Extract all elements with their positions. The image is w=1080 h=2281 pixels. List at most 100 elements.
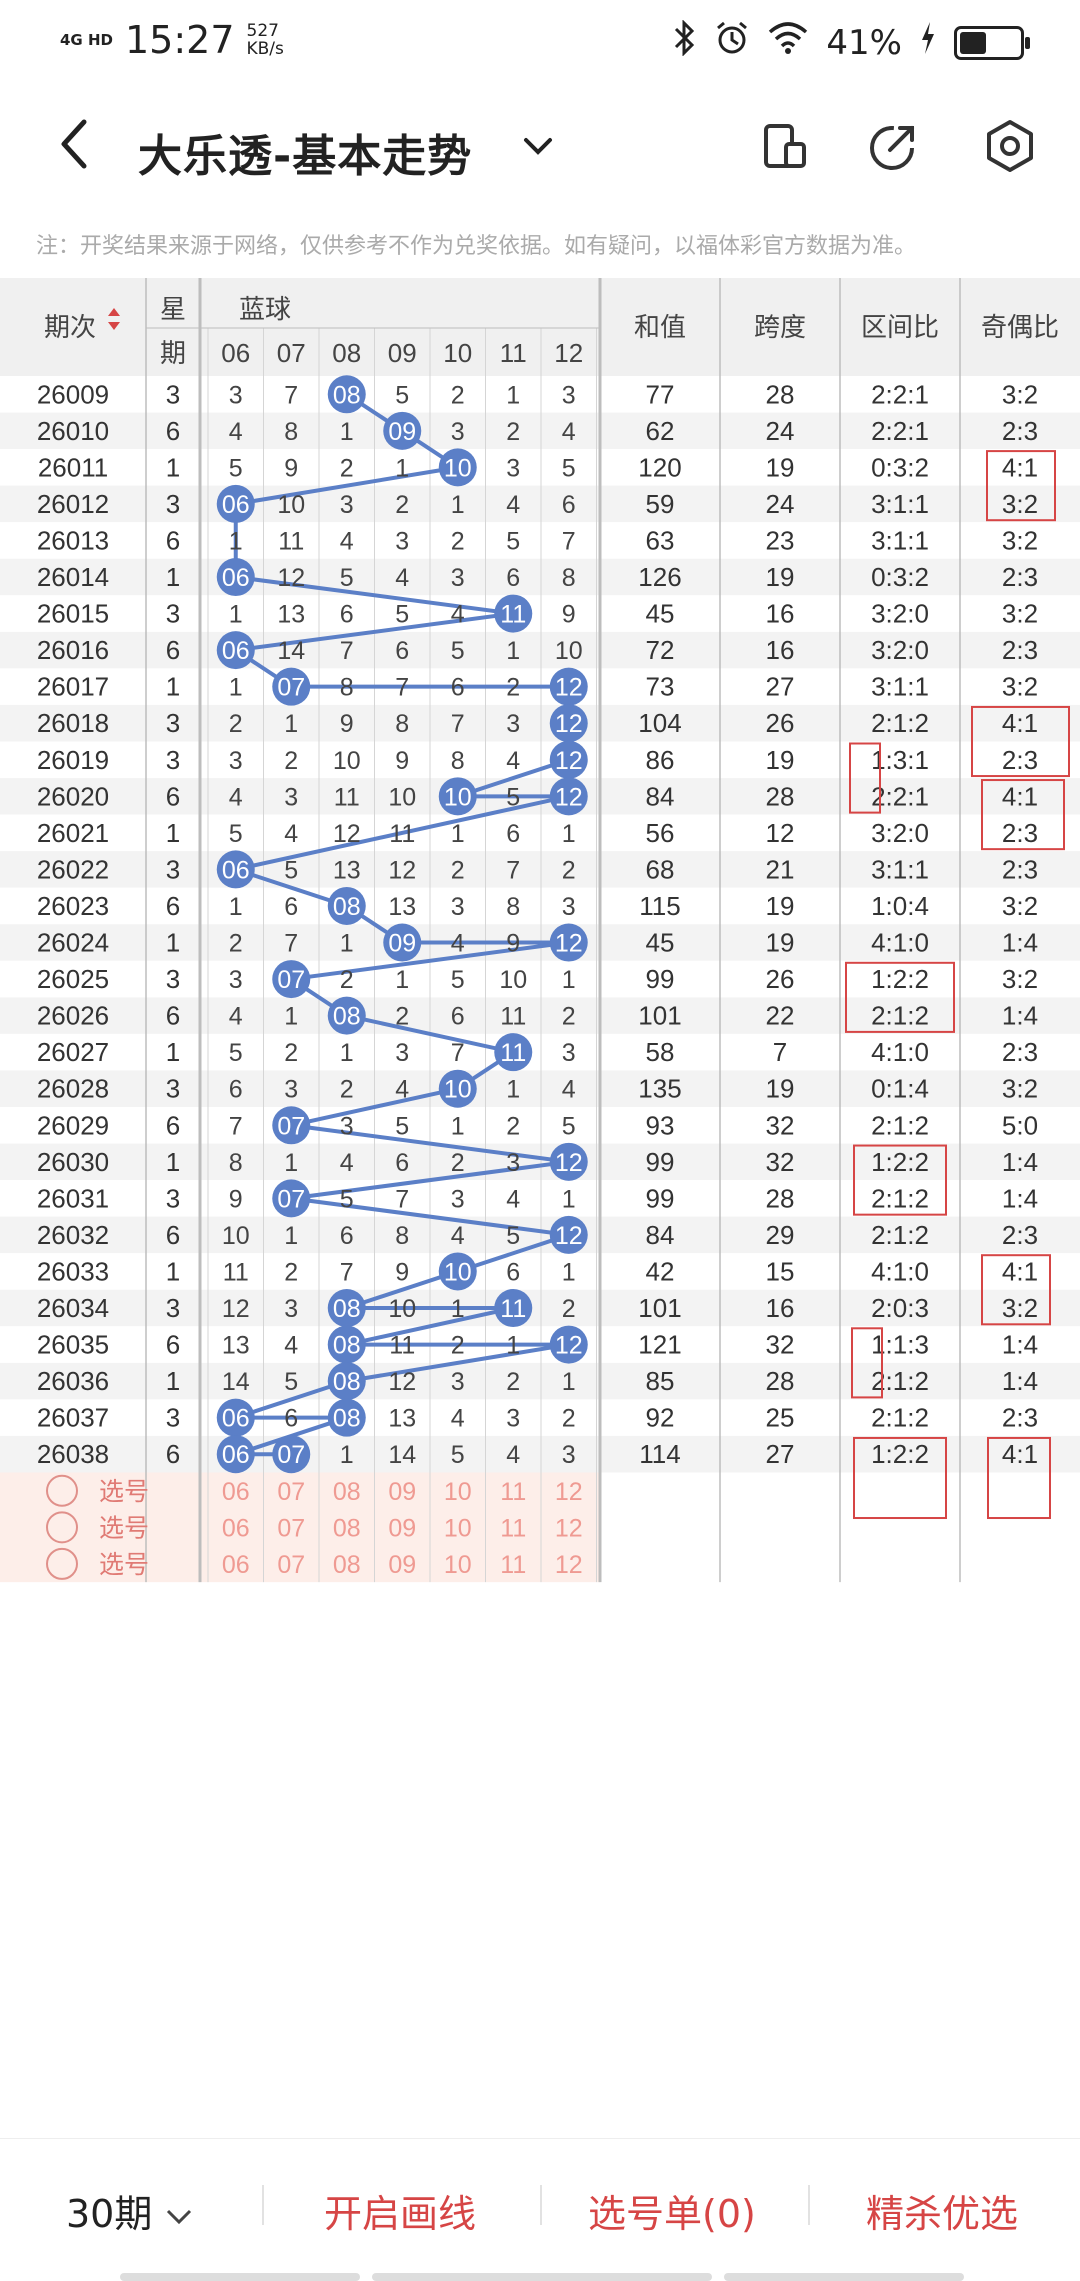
miss-count-cell: 11	[278, 527, 304, 555]
zone-ratio-cell: 3:1:1	[871, 489, 929, 519]
week-cell: 6	[166, 781, 180, 811]
annotation-box	[853, 1144, 947, 1216]
miss-count-cell: 7	[395, 1185, 409, 1213]
sum-cell: 99	[646, 1183, 675, 1213]
issue-cell: 26011	[38, 452, 108, 482]
odd-even-cell: 5:0	[1002, 1110, 1038, 1140]
miss-count-cell: 7	[562, 527, 576, 555]
elite-pick-button[interactable]: 精杀优选	[866, 2192, 1019, 2236]
trend-line-segment	[455, 757, 571, 799]
miss-count-cell: 5	[340, 564, 354, 592]
miss-count-cell: 5	[451, 1441, 465, 1469]
blue-ball-hit	[327, 1325, 366, 1364]
zone-ratio-cell: 4:1:0	[871, 928, 929, 958]
zone-ratio-cell: 2:2:1	[871, 379, 929, 409]
miss-count-cell: 12	[277, 564, 305, 592]
select-ball: 12	[555, 1478, 583, 1506]
blue-ball-header: 蓝球	[239, 294, 291, 324]
blue-ball-hit	[549, 1325, 588, 1364]
zone-ratio-cell: 4:1:0	[871, 1037, 929, 1067]
span-cell: 19	[766, 745, 795, 775]
period-selector[interactable]: 30期	[66, 2183, 194, 2238]
miss-count-cell: 5	[506, 783, 520, 811]
miss-count-cell: 1	[284, 1149, 298, 1177]
zone-ratio-cell: 4:1:0	[871, 1256, 929, 1286]
pick-list-button[interactable]: 选号单(0)	[588, 2192, 756, 2236]
miss-count-cell: 10	[555, 637, 583, 665]
issue-cell: 26022	[37, 854, 109, 884]
select-ball: 10	[444, 1514, 472, 1542]
chevron-down-icon[interactable]	[518, 126, 558, 166]
miss-count-cell: 8	[451, 747, 465, 775]
sum-cell: 45	[646, 928, 675, 958]
bottom-bar: 30期 开启画线 选号单(0) 精杀优选	[0, 2138, 1080, 2281]
back-arrow-icon[interactable]	[48, 114, 108, 174]
week-cell: 1	[166, 672, 180, 702]
share-icon[interactable]	[866, 118, 922, 174]
table-row	[0, 997, 1080, 1034]
week-cell: 1	[166, 452, 180, 482]
blue-ball-number: 12	[555, 1149, 583, 1177]
annotation-box	[987, 1436, 1051, 1520]
table-row	[0, 814, 1080, 852]
blue-ball-hit	[549, 667, 588, 706]
select-ball: 08	[333, 1478, 361, 1506]
issue-cell: 26020	[37, 781, 109, 811]
miss-count-cell: 4	[506, 1185, 520, 1213]
blue-ball-number: 11	[500, 1295, 526, 1323]
status-bar: 4G HD 15:27 527 KB/s 41%	[0, 0, 1080, 82]
week-cell: 6	[166, 1330, 180, 1360]
zone-ratio-cell: 2:1:2	[871, 1366, 929, 1396]
odd-even-cell: 4:1	[1002, 1439, 1038, 1469]
blue-ball-hit	[216, 558, 255, 597]
table-row	[0, 595, 1080, 632]
week-cell: 6	[166, 416, 180, 446]
miss-count-cell: 3	[451, 564, 465, 592]
miss-count-cell: 3	[451, 1185, 465, 1213]
draw-line-button[interactable]: 开启画线	[324, 2192, 477, 2236]
issue-cell: 26028	[37, 1074, 109, 1104]
blue-ball-number: 12	[555, 674, 583, 702]
miss-count-cell: 2	[395, 1003, 409, 1031]
miss-count-cell: 7	[284, 381, 298, 409]
miss-count-cell: 7	[284, 930, 298, 958]
span-cell: 19	[766, 452, 795, 482]
issue-cell: 26036	[37, 1366, 109, 1396]
table-row	[0, 558, 1080, 596]
miss-count-cell: 3	[562, 381, 576, 409]
network-speed: 527 KB/s	[246, 21, 284, 59]
miss-count-cell: 1	[506, 637, 520, 665]
device-icon[interactable]	[756, 118, 812, 174]
week-cell: 1	[166, 818, 180, 848]
miss-count-cell: 4	[284, 1332, 298, 1360]
issue-cell: 26017	[37, 672, 109, 702]
sum-cell: 86	[646, 745, 675, 775]
issue-cell: 26037	[37, 1403, 109, 1433]
blue-ball-number: 07	[277, 966, 305, 994]
miss-count-cell: 4	[340, 527, 354, 555]
page-title[interactable]: 大乐透-基本走势	[138, 131, 473, 182]
issue-cell: 26032	[37, 1220, 109, 1250]
trend-line-segment	[344, 1306, 516, 1347]
blue-ball-hit	[494, 1289, 533, 1328]
issue-cell: 26029	[37, 1110, 109, 1140]
span-cell: 24	[766, 489, 795, 519]
issue-cell: 26034	[37, 1293, 109, 1323]
week-cell: 6	[166, 891, 180, 921]
miss-count-cell: 1	[562, 1185, 576, 1213]
select-ball: 12	[555, 1551, 583, 1579]
odd-even-cell: 2:3	[1002, 854, 1038, 884]
select-radio	[46, 1547, 78, 1580]
miss-count-cell: 3	[562, 1039, 576, 1067]
miss-count-cell: 4	[506, 747, 520, 775]
sum-cell: 63	[646, 525, 675, 555]
settings-icon[interactable]	[982, 118, 1038, 174]
miss-count-cell: 6	[451, 1003, 465, 1031]
odd-even-cell: 4:1	[1002, 452, 1038, 482]
miss-count-cell: 6	[229, 1076, 243, 1104]
miss-count-cell: 6	[395, 637, 409, 665]
select-label: 选号	[99, 1514, 149, 1542]
blue-ball-hit	[327, 1289, 366, 1328]
miss-count-cell: 8	[229, 1149, 243, 1177]
miss-count-cell: 2	[451, 1149, 465, 1177]
